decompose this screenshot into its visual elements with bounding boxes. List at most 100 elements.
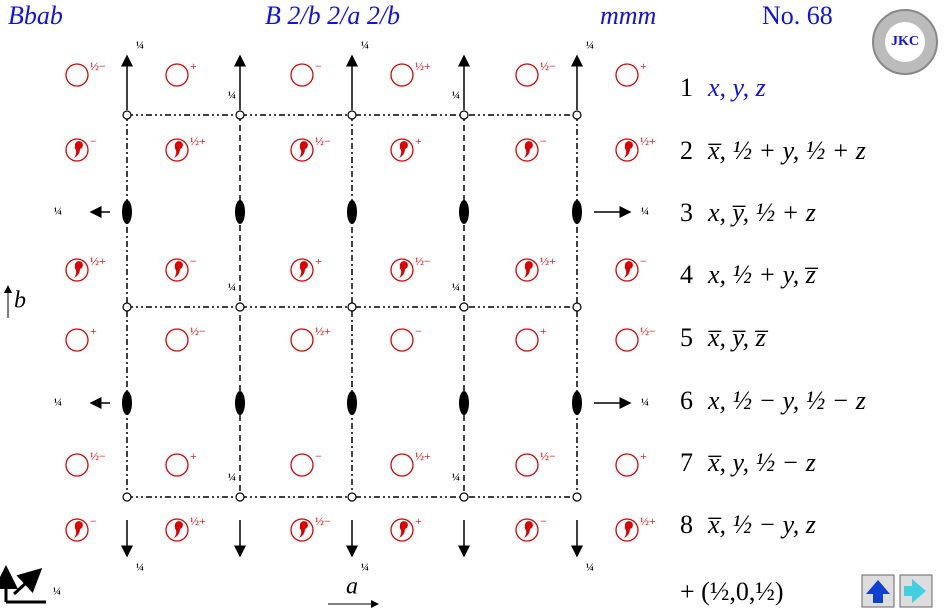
atom-sign: − <box>190 254 197 268</box>
quarter-label: ¼ <box>136 562 144 574</box>
atom <box>65 138 89 162</box>
atom-sign: ½− <box>315 514 331 528</box>
comma <box>524 261 533 278</box>
atom <box>615 138 639 162</box>
atom <box>290 328 314 352</box>
position-number: 8 <box>680 510 693 539</box>
atom-sign: − <box>90 514 97 528</box>
atom-sign: ½+ <box>640 514 656 528</box>
atom-sign: ½− <box>315 134 331 148</box>
atom-sign: ½+ <box>90 254 106 268</box>
twofold-axis <box>347 391 357 415</box>
atom <box>390 258 414 282</box>
atom <box>290 453 314 477</box>
full-symbol: B 2/b 2/a 2/b <box>265 1 400 30</box>
quarter-label: ¼ <box>136 40 144 52</box>
inversion-centre <box>235 492 245 502</box>
nav <box>861 574 933 608</box>
atom <box>515 453 539 477</box>
atom-sign: ½+ <box>315 324 331 338</box>
atom <box>165 453 189 477</box>
atom-sign: ½+ <box>540 254 556 268</box>
short-symbol: Bbab <box>8 1 63 30</box>
atom-sign: + <box>190 59 197 73</box>
atom-sign: − <box>90 134 97 148</box>
inversion-centre <box>122 110 132 120</box>
twofold-axis <box>235 391 245 415</box>
logo-text: JKC <box>891 34 919 49</box>
inversion-centre <box>572 110 582 120</box>
atom-sign: ½− <box>90 449 106 463</box>
atom-sign: + <box>315 254 322 268</box>
axis-b-label: b <box>14 288 26 314</box>
atom <box>165 258 189 282</box>
comma <box>74 521 83 538</box>
atom <box>615 63 639 87</box>
atom-sign: ½+ <box>640 134 656 148</box>
position-coords: x̅, ½ + y, ½ + z <box>707 136 866 165</box>
twofold-axis <box>459 391 469 415</box>
comma <box>624 261 633 278</box>
atom-sign: − <box>540 514 547 528</box>
atom-sign: + <box>640 449 647 463</box>
quarter-label: ¼ <box>452 90 460 102</box>
inversion-centre <box>122 492 132 502</box>
comma <box>399 141 408 158</box>
atom-sign: + <box>540 324 547 338</box>
atom <box>615 453 639 477</box>
atom <box>390 138 414 162</box>
axis-a-label: a <box>346 574 358 600</box>
atom <box>615 258 639 282</box>
quarter-label: ¼ <box>641 397 649 409</box>
atom-sign: − <box>540 134 547 148</box>
atom <box>290 258 314 282</box>
comma <box>299 261 308 278</box>
twofold-axis <box>122 200 132 224</box>
comma <box>524 521 533 538</box>
twofold-axis <box>235 200 245 224</box>
position-coords: x, y̅, ½ + z <box>707 198 816 227</box>
inversion-centre <box>235 302 245 312</box>
icon-axis <box>12 567 43 596</box>
twofold-axis <box>572 391 582 415</box>
atom <box>390 518 414 542</box>
comma <box>74 141 83 158</box>
logo: JKC <box>872 9 938 75</box>
quarter-label: ¼ <box>361 562 369 574</box>
atom <box>515 328 539 352</box>
position-coords: x, ½ − y, ½ − z <box>707 386 866 415</box>
atom <box>390 63 414 87</box>
point-group: mmm <box>600 1 656 30</box>
atom <box>65 518 89 542</box>
position-number: 3 <box>680 198 693 227</box>
atom <box>65 328 89 352</box>
twofold-axis <box>347 200 357 224</box>
atom-sign: − <box>640 254 647 268</box>
position-number: 4 <box>680 260 693 289</box>
atom <box>290 518 314 542</box>
position-coords: x̅, ½ − y, z <box>707 510 816 539</box>
comma <box>299 141 308 158</box>
position-number: 5 <box>680 323 693 352</box>
atom <box>165 63 189 87</box>
atom-sign: ½− <box>540 59 556 73</box>
atom <box>515 138 539 162</box>
atom-sign: + <box>415 134 422 148</box>
atom-sign: ½− <box>415 254 431 268</box>
comma <box>624 141 633 158</box>
inversion-centre <box>347 492 357 502</box>
comma <box>174 141 183 158</box>
quarter-label: ¼ <box>228 282 236 294</box>
atom-sign: ½− <box>90 59 106 73</box>
atom <box>65 63 89 87</box>
quarter-label: ¼ <box>53 586 61 598</box>
diagram: ¼ ¼ ¼ ¼ ¼ ¼ ¼ ¼ ¼ ¼ ¼ ¼ ¼ ¼ ¼ ¼ ½− + − ½+ ½− + − ½+ ½− + − ½+ ½+ − + ½−… <box>0 40 656 608</box>
position-number: 2 <box>680 136 693 165</box>
inversion-centre <box>235 110 245 120</box>
quarter-label: ¼ <box>452 472 460 484</box>
atom-sign: − <box>315 59 322 73</box>
atom <box>290 138 314 162</box>
atom <box>615 328 639 352</box>
quarter-label: ¼ <box>54 397 62 409</box>
